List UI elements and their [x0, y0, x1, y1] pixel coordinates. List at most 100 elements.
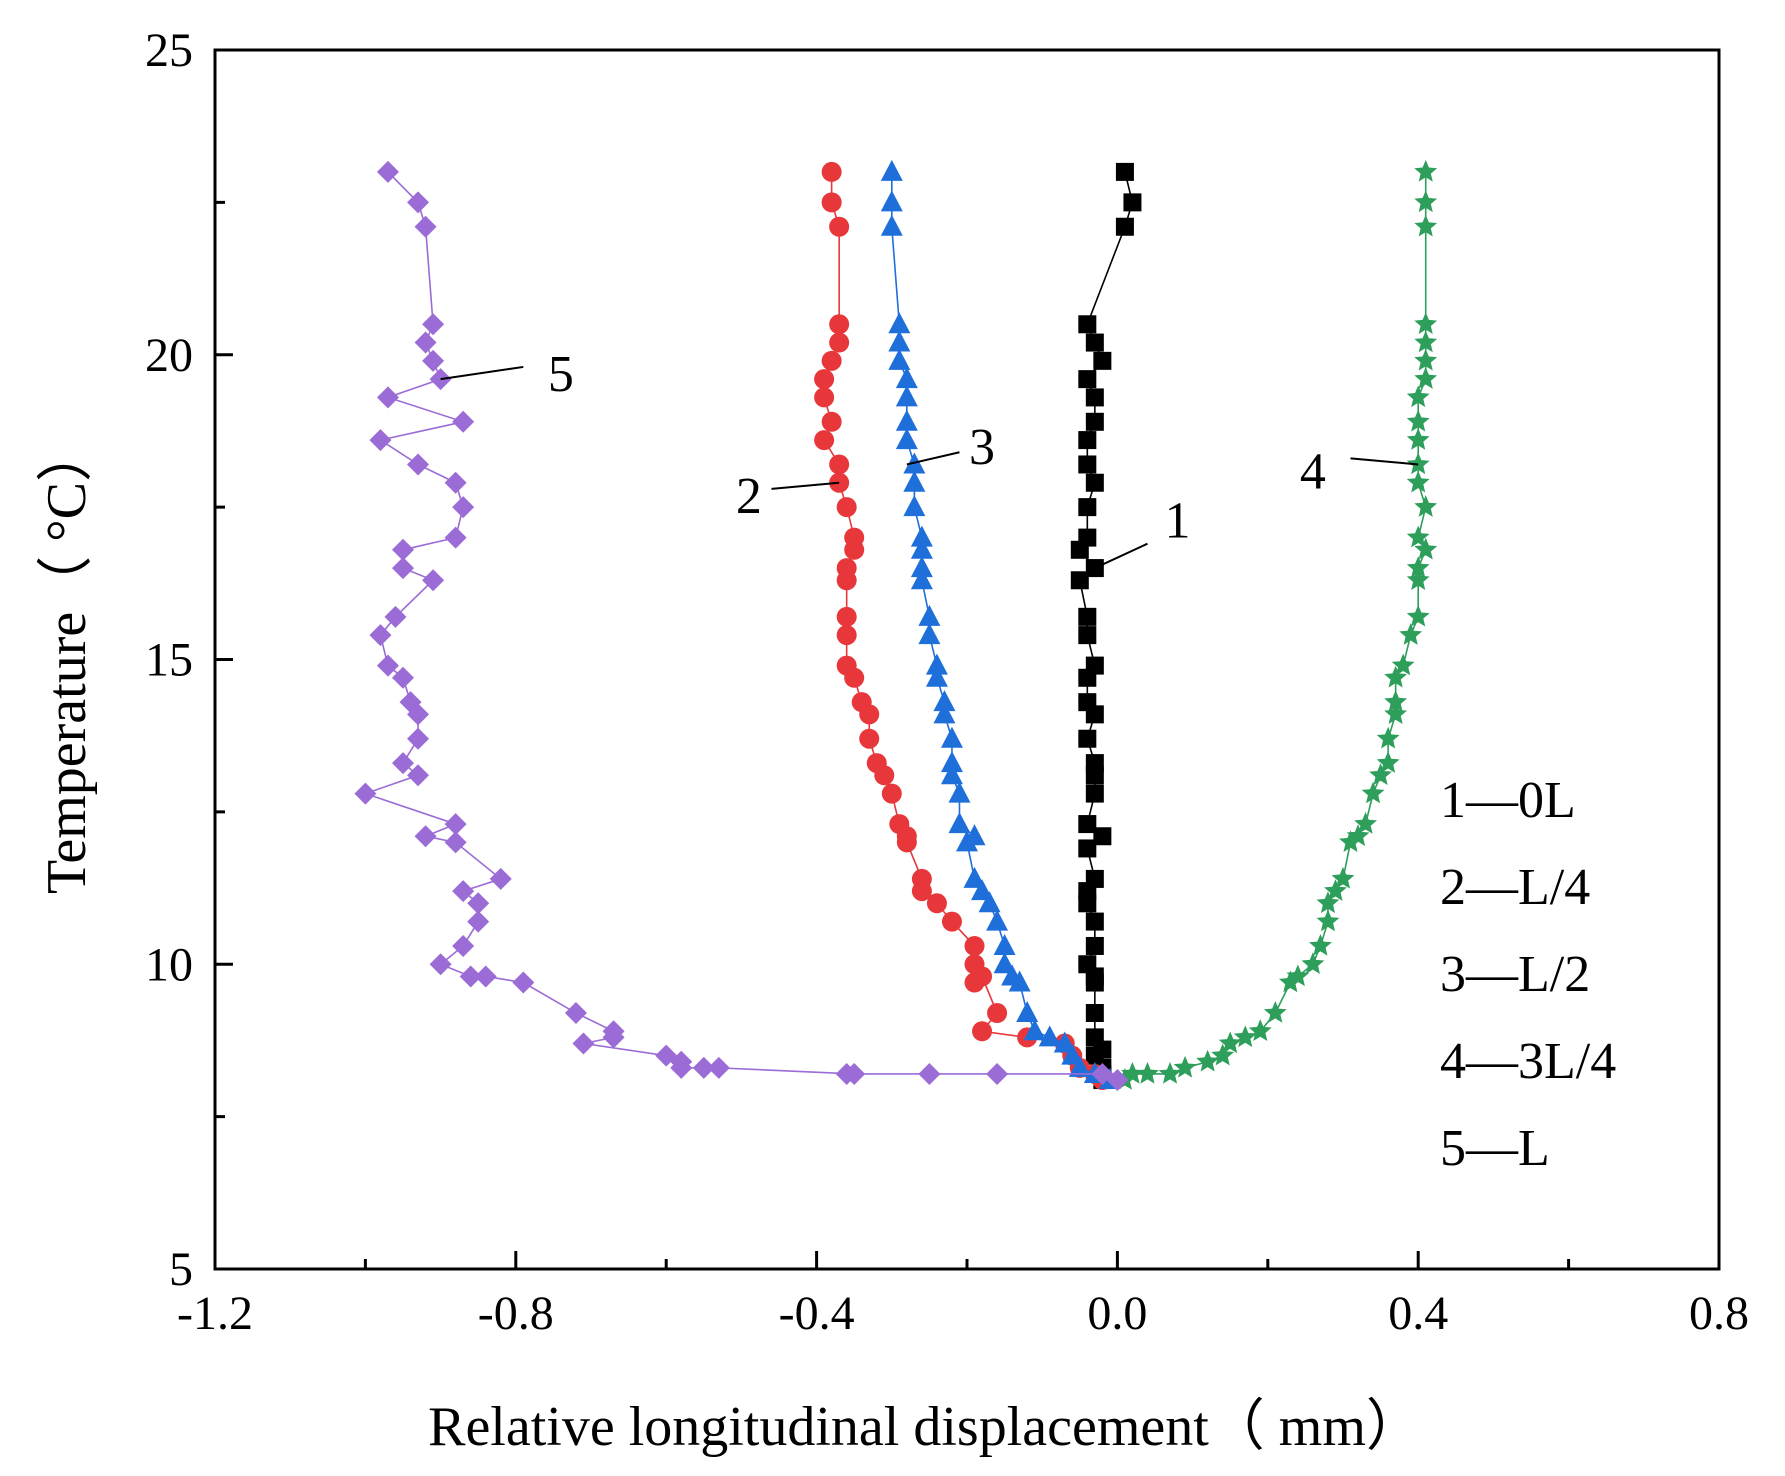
data-point: [1078, 315, 1097, 334]
data-point: [910, 568, 933, 590]
data-point: [814, 369, 835, 390]
data-point: [888, 330, 911, 352]
data-point: [354, 782, 377, 805]
data-point: [1008, 970, 1031, 992]
legend-entry: 2—L/4: [1440, 859, 1590, 916]
data-point: [993, 933, 1016, 955]
data-point: [1061, 1043, 1084, 1065]
y-tick-label: 25: [145, 24, 193, 77]
data-point: [1053, 1031, 1076, 1053]
data-point: [948, 781, 971, 803]
data-point: [903, 470, 926, 492]
data-point: [414, 331, 437, 354]
y-tick-label: 15: [145, 634, 193, 687]
data-point: [836, 625, 857, 646]
data-point: [444, 526, 467, 549]
annotation-leader: [440, 365, 524, 381]
data-point: [1414, 330, 1438, 353]
data-point: [1339, 830, 1362, 853]
data-point: [489, 867, 512, 890]
data-point: [407, 727, 430, 750]
data-point: [911, 881, 932, 902]
data-point: [829, 454, 850, 475]
data-point: [844, 667, 865, 688]
legend-entry: 5—L: [1440, 1120, 1550, 1177]
data-point: [1085, 766, 1104, 785]
data-point: [925, 653, 948, 675]
data-point: [1106, 1069, 1129, 1092]
data-point: [1078, 431, 1097, 450]
data-point: [821, 192, 842, 213]
data-point: [1078, 839, 1097, 858]
data-point: [392, 752, 414, 775]
data-point: [459, 965, 482, 988]
data-point: [1248, 1019, 1272, 1041]
data-point: [836, 497, 857, 518]
data-point: [1078, 668, 1097, 687]
data-point: [512, 971, 535, 994]
data-point: [392, 538, 414, 561]
data-point: [880, 214, 903, 236]
series-1: [1070, 162, 1142, 1090]
data-point: [918, 604, 941, 626]
data-point: [1406, 525, 1430, 548]
data-point: [835, 1062, 858, 1085]
data-point: [1085, 912, 1104, 931]
data-point: [888, 348, 911, 370]
data-point: [829, 314, 850, 335]
annotations-layer: 1 2 3 4 5: [440, 346, 1419, 569]
data-point: [1078, 815, 1097, 834]
data-point: [1384, 690, 1408, 712]
data-point: [859, 704, 880, 725]
data-point: [844, 539, 865, 560]
data-point: [821, 161, 842, 182]
data-point: [1016, 1001, 1039, 1023]
data-point: [1263, 1001, 1287, 1023]
data-point: [392, 666, 414, 689]
data-point: [821, 350, 842, 371]
data-point: [964, 935, 985, 956]
data-point: [910, 525, 933, 547]
series-5: [354, 160, 1129, 1092]
data-point: [1406, 604, 1430, 627]
data-point: [444, 471, 467, 494]
data-point: [602, 1026, 625, 1049]
data-point: [452, 934, 475, 957]
annotation-leader: [771, 481, 840, 490]
data-point: [376, 386, 399, 409]
data-point: [874, 765, 895, 786]
data-point: [422, 349, 445, 372]
data-point: [933, 702, 956, 724]
data-point: [880, 190, 903, 212]
annotation-leader: [906, 451, 960, 466]
data-point: [452, 496, 475, 519]
data-point: [895, 367, 918, 389]
data-point: [1078, 607, 1097, 626]
data-point: [1123, 193, 1142, 212]
data-point: [1085, 784, 1104, 803]
data-point: [1093, 827, 1112, 846]
data-point: [1233, 1025, 1257, 1048]
data-point: [1078, 729, 1097, 748]
data-point: [940, 726, 963, 748]
data-point: [1136, 1061, 1159, 1084]
data-point: [444, 813, 467, 836]
data-point: [1278, 970, 1302, 993]
data-point: [972, 966, 993, 987]
data-point: [1406, 568, 1430, 590]
data-point: [1070, 540, 1089, 559]
data-point: [1414, 159, 1438, 182]
data-point: [814, 430, 835, 451]
data-point: [429, 953, 452, 976]
data-point: [895, 409, 918, 431]
data-point: [986, 1062, 1009, 1085]
data-point: [1085, 473, 1104, 492]
data-point: [467, 892, 490, 915]
data-point: [986, 909, 1009, 931]
data-point: [1414, 495, 1438, 517]
data-point: [956, 830, 978, 852]
data-point: [910, 537, 933, 559]
data-point: [452, 410, 475, 433]
data-point: [1324, 879, 1347, 901]
